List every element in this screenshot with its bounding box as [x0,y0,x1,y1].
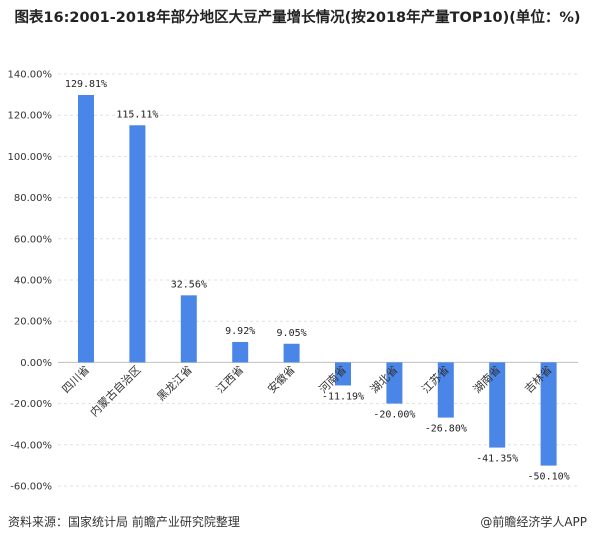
data-label: 32.56% [171,279,207,290]
bar [232,341,249,363]
bar [335,362,351,386]
bar [540,362,557,466]
y-tick-label: 120.00% [8,111,53,122]
y-tick-label: -40.00% [10,440,52,451]
data-labels: 129.81% 115.11% 32.56% 9.92% 9.05% -11.19% -20… [65,79,570,483]
bar [283,343,300,363]
y-tick-label: 80.00% [14,193,52,204]
bar [386,362,403,404]
data-label: -11.19% [322,391,364,402]
chart-title: 图表16:2001-2018年部分地区大豆产量增长情况(按2018年产量TOP1… [14,10,581,26]
bar [180,295,197,363]
category-label: 安徽省 [264,363,297,396]
bar [489,362,506,448]
bar [129,125,146,363]
y-tick-label: 60.00% [14,234,52,245]
data-label: -26.80% [425,424,467,435]
category-label: 内蒙古自治区 [87,363,144,420]
category-label: 江西省 [214,363,247,396]
data-label: -50.10% [528,472,570,483]
brand-credit: @前瞻经济学人APP [480,515,587,529]
category-label: 四川省 [60,363,93,396]
source-note: 资料来源：国家统计局 前瞻产业研究院整理 [8,515,240,529]
data-label: 9.05% [277,328,307,339]
y-tick-label: -60.00% [10,482,52,493]
category-label: 黑龙江省 [155,363,195,403]
bars [78,94,557,466]
data-label: 129.81% [65,79,107,90]
gridlines [58,73,578,487]
data-label: -41.35% [476,454,518,465]
bar [437,362,454,418]
y-tick-label: 100.00% [8,152,53,163]
data-label: 115.11% [116,109,158,120]
y-axis-ticks: 140.00% 120.00% 100.00% 80.00% 60.00% 40.00% 2… [8,70,53,493]
y-tick-label: 140.00% [8,70,53,81]
y-tick-label: 40.00% [14,276,52,287]
y-tick-label: 20.00% [14,317,52,328]
data-label: -20.00% [373,410,415,421]
data-label: 9.92% [225,326,255,337]
bar [78,94,94,363]
y-tick-label: 0.00% [20,358,52,369]
y-tick-label: -20.00% [10,399,52,410]
